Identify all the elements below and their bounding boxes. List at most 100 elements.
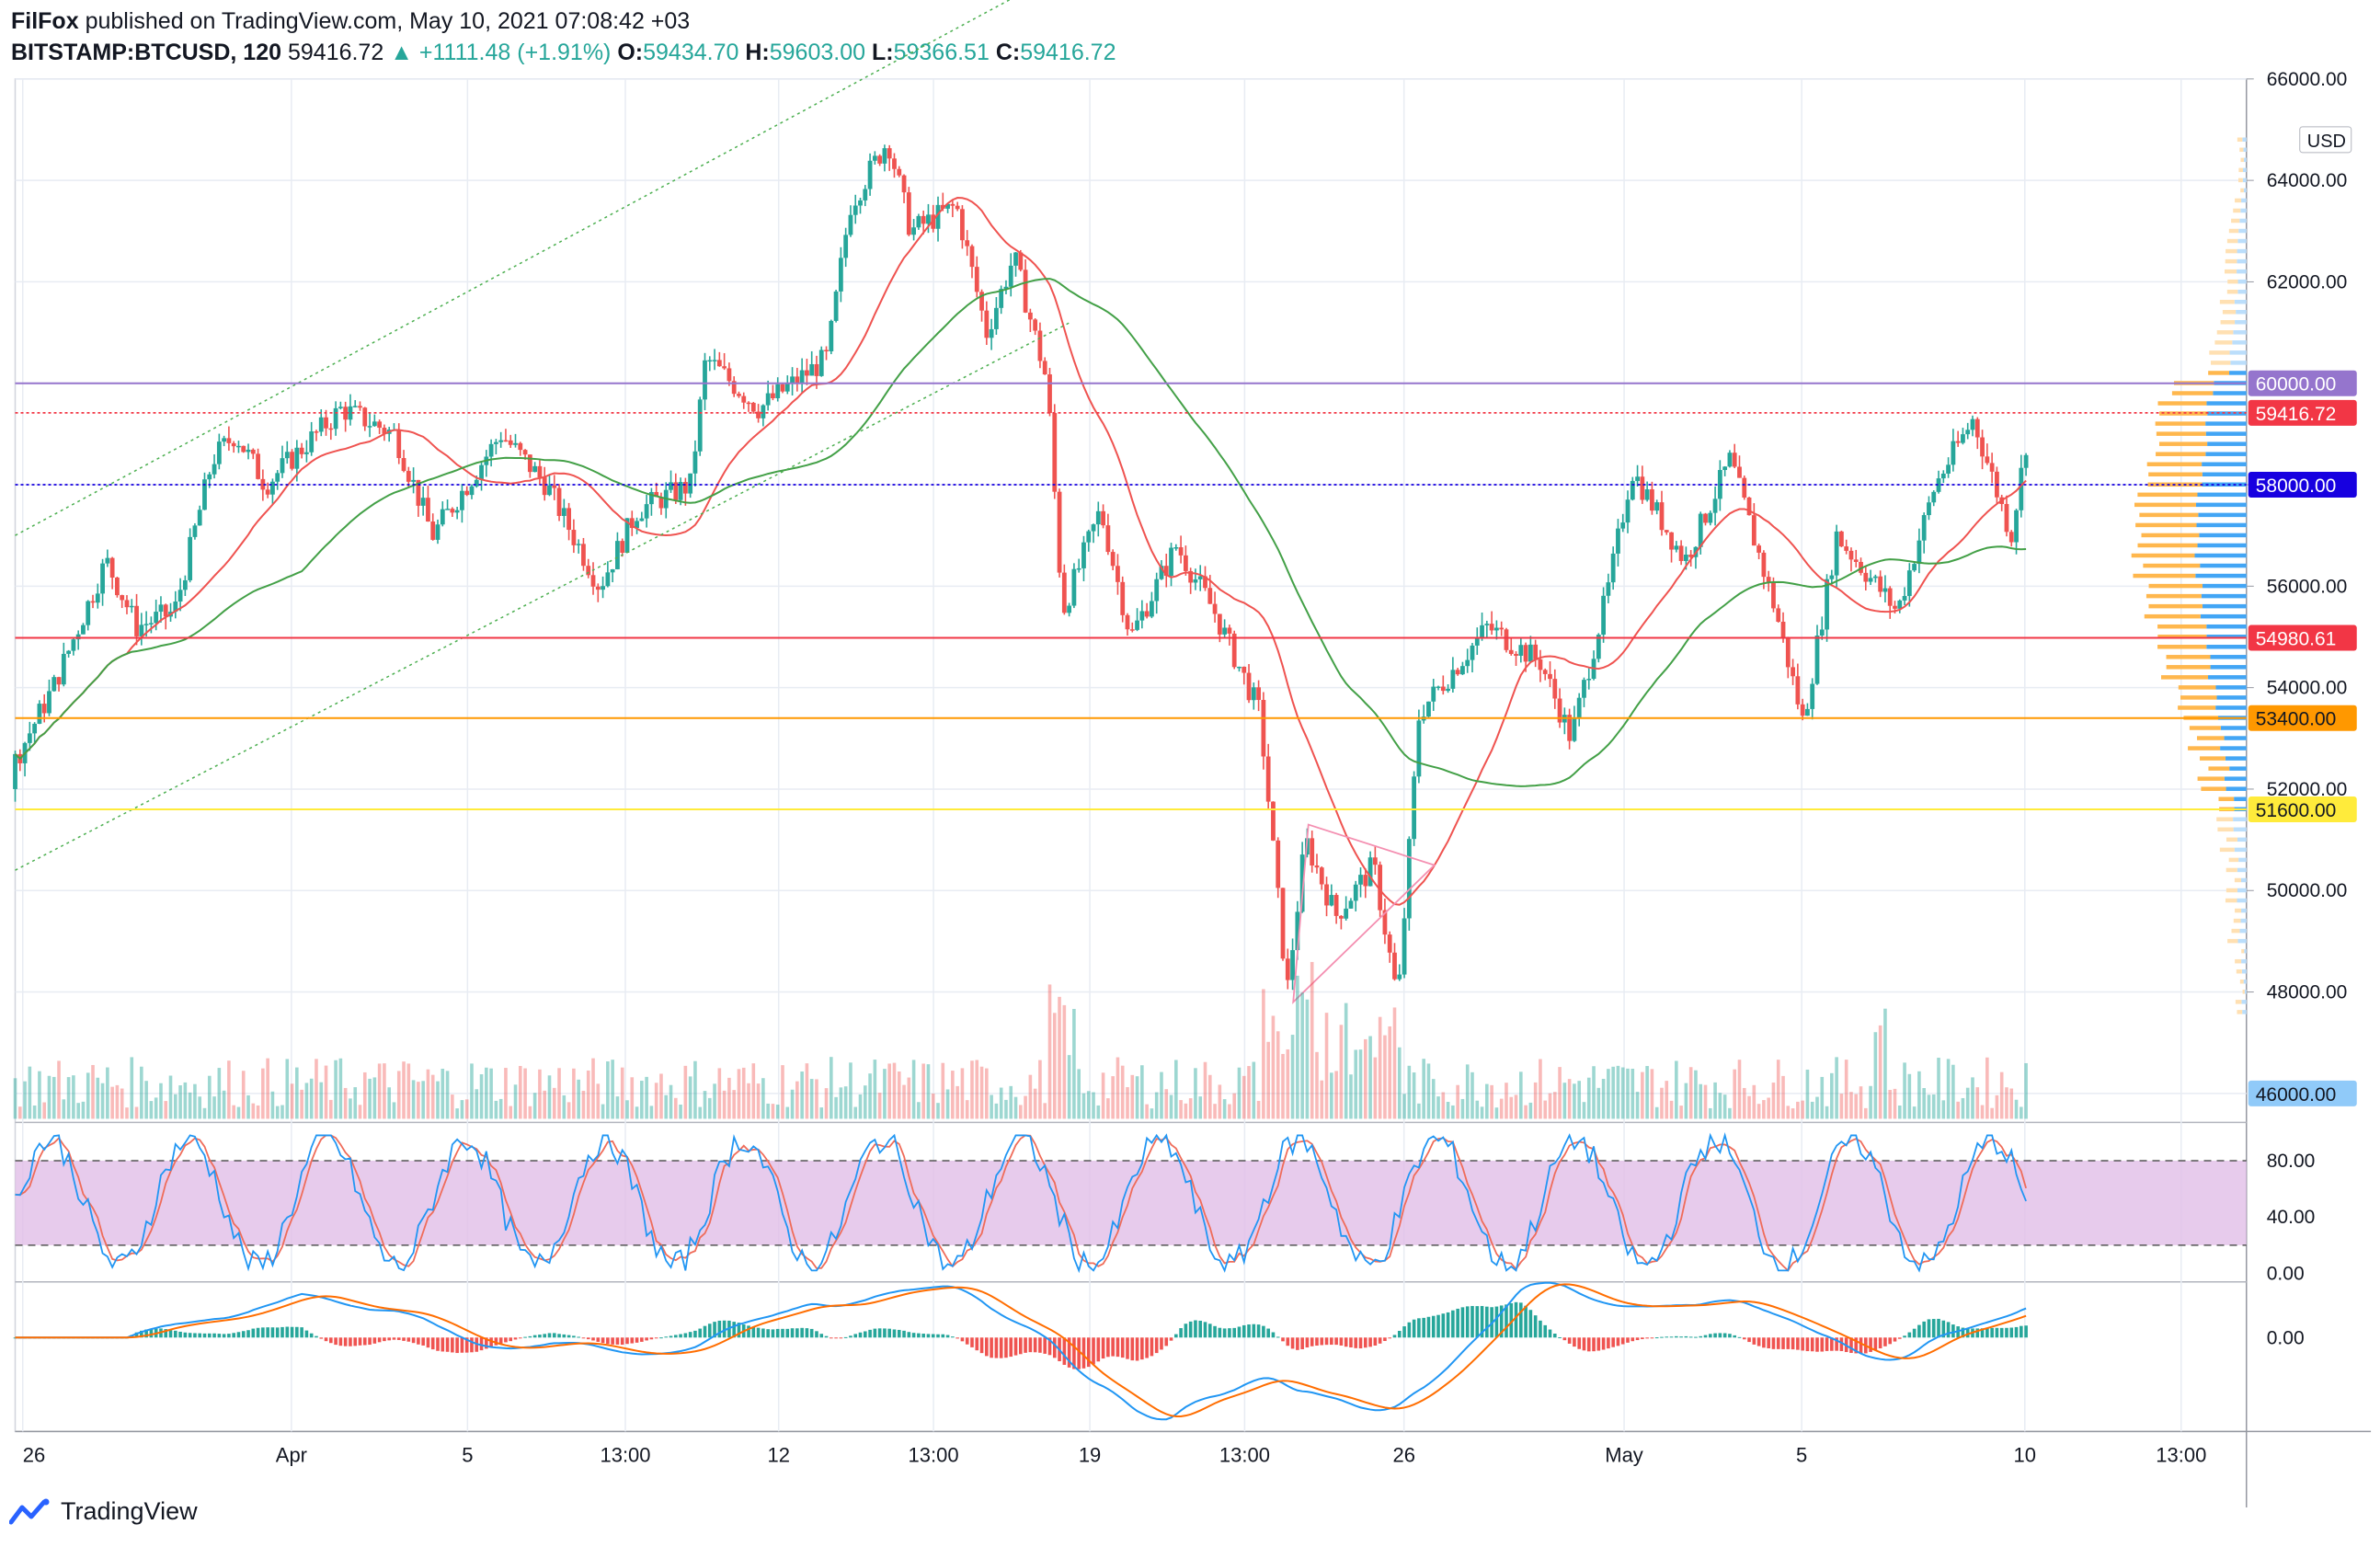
macd-hist-bar [532, 1335, 537, 1338]
candle-body [537, 465, 543, 478]
candle-body [401, 458, 406, 472]
candle-body [1460, 666, 1465, 675]
candle-body [1116, 566, 1120, 582]
macd-hist-bar [1252, 1324, 1256, 1338]
candle-body [173, 602, 178, 613]
macd-hist-bar [1358, 1337, 1363, 1349]
macd-hist-bar [1635, 1337, 1640, 1341]
candle-body [1635, 476, 1640, 481]
macd-hist-bar [1460, 1307, 1465, 1338]
macd-hist-bar [693, 1330, 697, 1338]
macd-hist-bar [290, 1326, 294, 1338]
publish-line: FilFox published on TradingView.com, May… [11, 6, 1116, 37]
volume-bar [149, 1101, 154, 1119]
candle-body [1533, 644, 1539, 659]
volume-bar [140, 1066, 143, 1119]
volume-bar [1897, 1106, 1902, 1119]
volume-bar [1684, 1083, 1688, 1119]
volume-bar [445, 1071, 450, 1119]
candle-body [250, 449, 256, 454]
price-tick-label: 54000.00 [2267, 678, 2348, 699]
volume-bar [635, 1106, 639, 1119]
candle-body [246, 449, 251, 453]
macd-hist-bar [1708, 1334, 1712, 1338]
volume-bar [1825, 1106, 1829, 1119]
volume-bar [173, 1094, 177, 1119]
volume-bar [1533, 1082, 1538, 1119]
candle-body [498, 440, 504, 442]
macd-hist-bar [275, 1327, 280, 1338]
candle-body [1392, 952, 1397, 980]
volume-bar [470, 1063, 474, 1119]
volume-profile-bar-down [2237, 137, 2243, 143]
candle-body [571, 530, 577, 545]
volume-bar [1528, 1102, 1533, 1119]
candle-body [367, 426, 372, 428]
volume-bar [1460, 1098, 1465, 1119]
macd-hist-bar [304, 1330, 309, 1338]
candle-body [1470, 645, 1475, 660]
volume-bar [509, 1106, 513, 1119]
macd-hist-bar [800, 1327, 804, 1338]
macd-hist-bar [338, 1337, 343, 1346]
volume-bar [1047, 984, 1052, 1119]
volume-bar [1160, 1071, 1163, 1119]
macd-hist-bar [737, 1323, 741, 1338]
candle-body [81, 625, 86, 635]
volume-bar [1505, 1083, 1508, 1119]
volume-bar [1771, 1083, 1776, 1119]
macd-hist-bar [2009, 1327, 2014, 1338]
volume-bar [703, 1091, 707, 1119]
volume-bar [990, 1094, 993, 1119]
macd-hist-bar [547, 1333, 552, 1338]
volume-bar [902, 1084, 906, 1119]
volume-profile-bar-down [2180, 695, 2217, 700]
volume-profile-bar-up [2229, 766, 2247, 771]
volume-profile-bar-down [2227, 279, 2238, 284]
candle-body [697, 399, 703, 452]
candle-body [1047, 374, 1052, 414]
macd-hist-bar [1426, 1316, 1431, 1338]
macd-hist-bar [1650, 1337, 1654, 1339]
macd-hist-bar [1247, 1324, 1251, 1338]
macd-hist-bar [1077, 1337, 1081, 1369]
volume-bar [766, 1103, 770, 1119]
volume-bar [1864, 1107, 1868, 1119]
macd-hist-bar [1543, 1324, 1548, 1338]
volume-bar [606, 1061, 610, 1119]
macd-hist-bar [1573, 1337, 1576, 1347]
candle-body [737, 394, 741, 396]
volume-bar [883, 1069, 887, 1119]
candle-body [158, 604, 164, 613]
candle-body [1800, 704, 1805, 716]
macd-hist-bar [538, 1335, 542, 1338]
volume-bar [591, 1058, 595, 1119]
macd-hist-bar [911, 1333, 916, 1338]
macd-hist-bar [1228, 1328, 1231, 1338]
volume-profile-bar-down [2235, 958, 2242, 964]
volume-bar [1494, 1107, 1499, 1119]
candle-body [1936, 478, 1941, 492]
volume-profile-bar-up [2243, 188, 2247, 193]
macd-hist-bar [1232, 1327, 1236, 1338]
candle-body [682, 482, 688, 494]
macd-hist-bar [387, 1337, 391, 1341]
volume-profile-bar-up [2207, 441, 2247, 446]
macd-hist-bar [892, 1329, 897, 1338]
macd-hist-bar [1038, 1337, 1042, 1353]
volume-profile-bar-up [2208, 675, 2247, 680]
macd-hist-bar [1310, 1337, 1314, 1346]
macd-hist-bar [1849, 1337, 1853, 1353]
symbol-label[interactable]: BITSTAMP:BTCUSD, 120 [11, 40, 282, 65]
author-name[interactable]: FilFox [11, 8, 79, 34]
volume-profile-bar-down [2201, 786, 2226, 791]
candle-body [955, 205, 960, 210]
macd-hist-bar [1276, 1336, 1280, 1338]
tradingview-footer[interactable]: TradingView [9, 1497, 198, 1526]
price-tick-label: 50000.00 [2267, 880, 2348, 901]
macd-hist-bar [1281, 1337, 1285, 1342]
volume-bar [911, 1060, 916, 1119]
candle-body [1795, 676, 1801, 705]
volume-bar [1912, 1106, 1917, 1119]
